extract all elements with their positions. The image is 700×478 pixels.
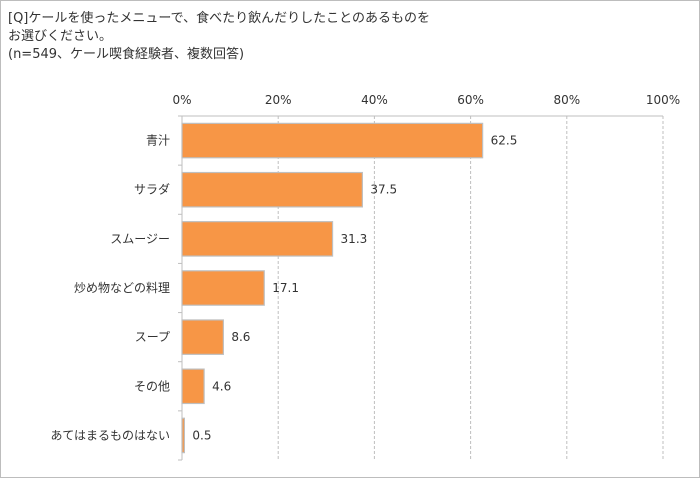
category-label: サラダ	[134, 182, 170, 197]
data-label: 0.5	[192, 428, 211, 442]
category-label: その他	[134, 379, 170, 393]
data-label: 31.3	[341, 232, 368, 246]
data-label: 62.5	[491, 134, 518, 148]
x-tick-label: 0%	[172, 93, 191, 107]
category-label: あてはまるものはない	[50, 428, 170, 442]
chart-title-line-3: (n=549、ケール喫食経験者、複数回答)	[8, 47, 245, 62]
x-tick-label: 100%	[646, 93, 680, 107]
category-label: スープ	[135, 330, 170, 344]
data-label: 37.5	[370, 183, 397, 197]
x-tick-label: 60%	[457, 93, 484, 107]
data-label: 8.6	[231, 330, 250, 344]
bar	[181, 417, 186, 454]
bar	[181, 122, 484, 159]
data-label: 4.6	[212, 379, 231, 393]
bar	[181, 368, 205, 405]
category-label: 青汁	[146, 134, 170, 148]
x-tick-label: 20%	[265, 93, 292, 107]
category-label: 炒め物などの料理	[74, 281, 170, 295]
data-label: 17.1	[272, 281, 299, 295]
x-tick-label: 80%	[553, 93, 580, 107]
bar	[181, 221, 334, 257]
category-label: スムージー	[110, 232, 170, 246]
chart-title-line-1: [Q]ケールを使ったメニューで、食べたり飲んだりしたことのあるものを	[8, 11, 430, 26]
x-tick-label: 40%	[361, 93, 388, 107]
bar	[181, 270, 265, 306]
bar	[181, 171, 363, 208]
bar	[181, 319, 224, 355]
chart-title-line-2: お選びください。	[8, 29, 113, 44]
